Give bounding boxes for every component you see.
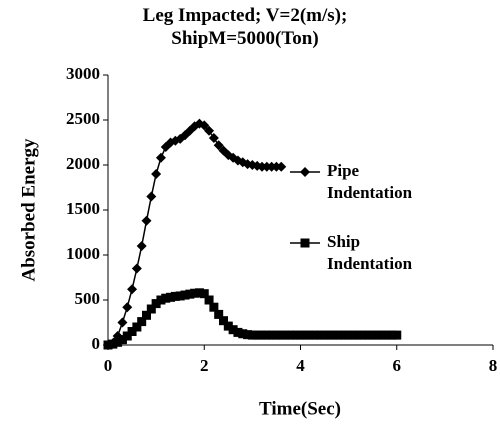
marker (387, 330, 397, 340)
marker (334, 330, 344, 340)
marker (353, 330, 363, 340)
marker (194, 288, 204, 298)
marker (204, 125, 215, 136)
marker (127, 284, 138, 295)
marker (262, 330, 272, 340)
marker (142, 310, 151, 320)
marker (291, 330, 301, 340)
marker (300, 330, 310, 340)
legend-marker (300, 167, 310, 177)
y-tick-label: 500 (75, 289, 101, 308)
marker (382, 330, 392, 340)
marker (156, 295, 166, 305)
marker (127, 327, 137, 336)
marker (131, 263, 142, 274)
marker (204, 295, 214, 305)
x-tick-label: 0 (104, 356, 113, 375)
marker (315, 330, 325, 340)
marker (185, 289, 195, 299)
marker (252, 330, 262, 340)
marker (190, 288, 200, 298)
marker (136, 241, 147, 251)
marker (137, 317, 147, 327)
x-tick-label: 4 (296, 356, 305, 375)
marker (281, 330, 291, 340)
marker (132, 322, 142, 332)
marker (175, 291, 185, 301)
marker (122, 302, 133, 313)
marker (233, 327, 243, 337)
marker (117, 317, 128, 328)
series-line (107, 122, 282, 346)
marker (122, 331, 132, 341)
y-axis-label: Absorbed Energy (18, 138, 39, 282)
marker (243, 330, 253, 340)
marker (296, 330, 305, 340)
x-tick-label: 6 (393, 356, 402, 375)
marker (358, 330, 368, 340)
marker (146, 304, 156, 314)
marker (247, 330, 257, 340)
marker (276, 330, 286, 340)
marker (113, 337, 123, 347)
marker (267, 330, 277, 340)
marker (219, 316, 228, 326)
x-tick-label: 8 (489, 356, 498, 375)
marker (257, 330, 267, 340)
marker (151, 169, 162, 179)
marker (373, 330, 382, 340)
marker (228, 325, 238, 335)
marker (161, 293, 171, 303)
marker (180, 290, 190, 300)
y-tick-label: 2000 (66, 154, 100, 173)
y-tick-label: 1000 (66, 244, 100, 263)
y-tick-label: 0 (92, 334, 101, 353)
x-tick-label: 2 (200, 356, 209, 375)
marker (199, 289, 209, 299)
marker (339, 330, 349, 340)
marker (209, 302, 219, 312)
marker (199, 120, 210, 131)
marker (271, 330, 281, 340)
marker (155, 152, 166, 163)
marker (208, 133, 219, 143)
marker (392, 330, 402, 340)
marker (146, 191, 157, 202)
marker (170, 291, 180, 301)
marker (305, 330, 315, 340)
marker (194, 118, 205, 129)
marker (141, 215, 152, 226)
marker (286, 330, 296, 340)
marker (117, 335, 127, 345)
y-tick-label: 3000 (66, 64, 100, 83)
marker (377, 330, 387, 340)
legend-marker (300, 238, 310, 248)
marker (320, 330, 330, 340)
marker (344, 330, 354, 340)
marker (348, 330, 358, 340)
marker (368, 330, 378, 340)
marker (151, 299, 161, 309)
marker (213, 140, 224, 151)
marker (108, 339, 118, 349)
legend-label: Ship Indentation (327, 232, 413, 273)
marker (103, 340, 113, 350)
marker (329, 330, 339, 340)
marker (363, 330, 373, 340)
marker (238, 329, 248, 339)
marker (223, 321, 233, 331)
y-tick-label: 1500 (66, 199, 100, 218)
marker (310, 330, 320, 340)
y-tick-label: 2500 (66, 109, 100, 128)
marker (324, 330, 334, 340)
x-axis-label: Time(Sec) (259, 398, 341, 419)
marker (214, 309, 224, 319)
marker (166, 292, 176, 302)
legend-label: Pipe Indentation (327, 161, 413, 202)
chart-title: Leg Impacted; V=2(m/s); ShipM=5000(Ton) (142, 5, 348, 49)
marker (276, 161, 287, 172)
